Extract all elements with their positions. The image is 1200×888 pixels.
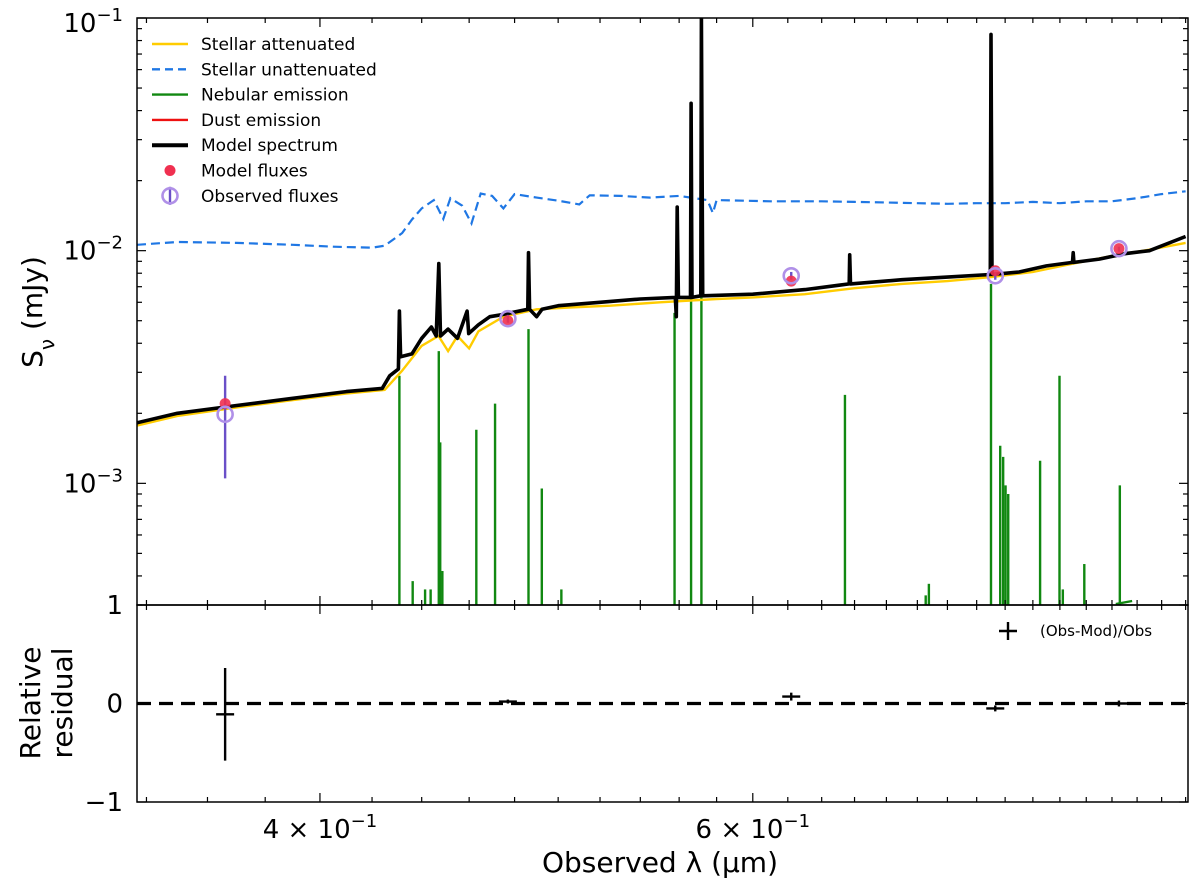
model-spectrum-series (137, 18, 1187, 425)
axis-ticks (137, 17, 1188, 803)
observed-flux-point (986, 266, 1005, 285)
legend-label: Dust emission (201, 111, 321, 131)
top-y-tick-label: 10−1 (63, 5, 123, 39)
observed-flux-point (216, 405, 234, 424)
legend-label: Model fluxes (201, 162, 308, 182)
observed-flux-point (1110, 239, 1128, 258)
x-tick-label: 4 × 10−1 (263, 811, 378, 845)
model-spectrum-line (137, 18, 1187, 425)
legend-swatch (164, 165, 176, 176)
residual-y-tick-label: −1 (85, 788, 123, 818)
top-panel-frame (136, 17, 1189, 606)
flux-markers (216, 239, 1128, 479)
legend-label: Model spectrum (201, 136, 338, 156)
model-flux-point (502, 315, 514, 327)
x-tick-label: 6 × 10−1 (696, 811, 811, 845)
top-legend: Stellar attenuated Stellar unattenuated Ne… (152, 35, 377, 207)
nebular-continuum (1115, 599, 1133, 605)
residual-plot (137, 668, 1188, 761)
nebular-emission-series (398, 283, 1133, 605)
legend-label: Stellar attenuated (201, 35, 355, 55)
observed-flux-point (499, 309, 517, 328)
residual-y-tick-label: 0 (106, 690, 123, 720)
x-axis-label: Observed λ (μm) (542, 846, 778, 879)
stellar-unattenuated-series (137, 190, 1186, 249)
axis-tick-labels: 10−110−210−310−14 × 10−1 6 × 10−1 (63, 5, 810, 845)
observed-flux-point (782, 266, 801, 285)
bottom-legend: (Obs-Mod)/Obs (999, 622, 1152, 640)
model-flux-point (1113, 243, 1125, 255)
top-y-tick-label: 10−2 (63, 233, 123, 267)
legend-label: Nebular emission (201, 86, 349, 106)
top-y-tick-label: 10−3 (63, 465, 123, 499)
legend-swatch (161, 187, 179, 205)
stellar-unattenuated-line (137, 190, 1186, 249)
legend-label: Observed fluxes (201, 187, 339, 207)
legend-label: Stellar unattenuated (201, 60, 377, 80)
bottom-y-axis-label-line1: Relative (14, 647, 47, 760)
bottom-y-axis-label-line2: residual (46, 648, 79, 759)
residual-y-tick-label: 1 (106, 591, 123, 621)
legend-label: (Obs-Mod)/Obs (1040, 622, 1152, 640)
top-y-axis-label: Sν (mJy) (16, 256, 59, 368)
